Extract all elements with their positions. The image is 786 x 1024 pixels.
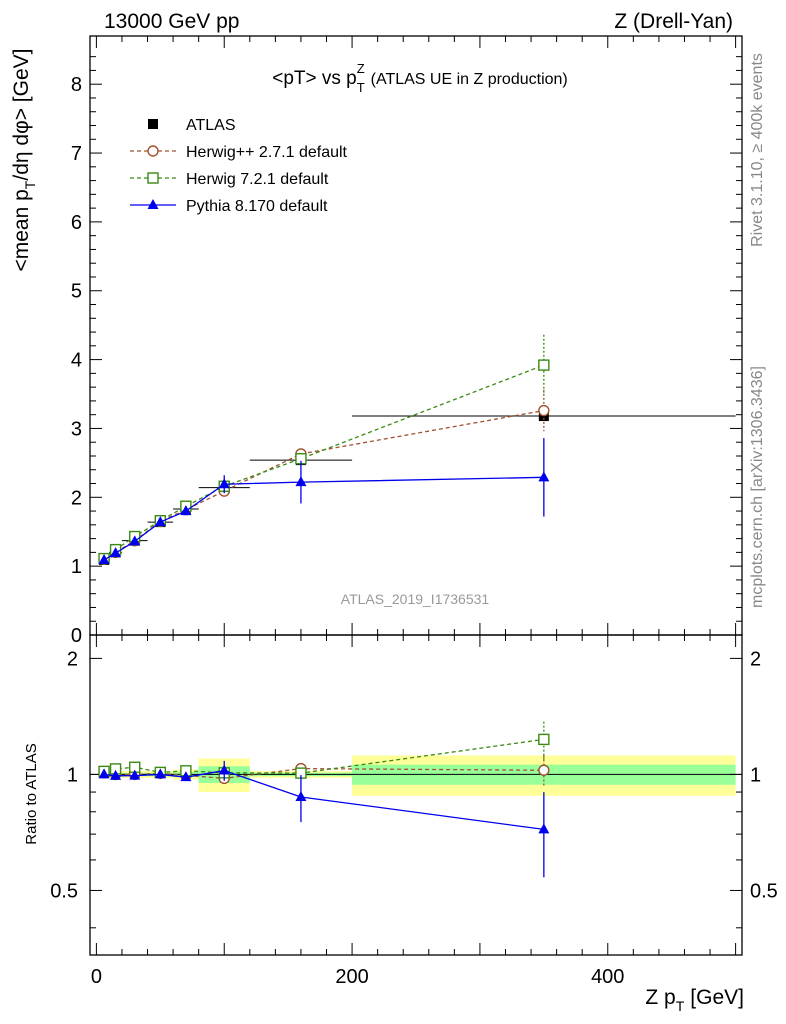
- y-axis-label: <mean pT/dη dφ> [GeV]: [10, 49, 38, 272]
- series-point-ratio: [538, 764, 550, 776]
- series-point: [218, 478, 230, 489]
- series-point-ratio: [98, 768, 110, 779]
- series-line-main: [103, 476, 544, 561]
- ratio-y-tick-label-left: 1: [67, 764, 78, 786]
- series-point-ratio: [129, 769, 141, 780]
- series-point-ratio: [538, 823, 550, 834]
- chart-title: <pT> vs pTZ(ATLAS UE in Z production): [272, 61, 568, 95]
- series-point: [538, 404, 550, 417]
- series-point: [295, 476, 307, 487]
- series-point: [110, 547, 122, 558]
- legend-label: Herwig 7.2.1 default: [186, 171, 329, 188]
- legend-marker-atlas: [148, 119, 158, 129]
- series-point-ratio: [110, 769, 122, 780]
- series-layer: [98, 334, 736, 878]
- header-energy-label: 13000 GeV pp: [104, 10, 239, 33]
- ratio-plot-frame: [89, 634, 743, 956]
- x-tick-label: 0: [91, 966, 102, 988]
- legend-marker: [147, 172, 159, 184]
- series-line-main: [103, 364, 545, 560]
- series-point: [180, 505, 192, 516]
- legend-label: Herwig++ 2.7.1 default: [186, 144, 348, 161]
- analysis-watermark: ATLAS_2019_I1736531: [341, 591, 490, 607]
- ratio-y-tick-label-left: 2: [67, 648, 78, 670]
- y-tick-label: 7: [71, 143, 82, 165]
- x-tick-label: 400: [591, 966, 624, 988]
- y-tick-label: 6: [71, 212, 82, 234]
- series-point-ratio: [538, 733, 550, 746]
- y-tick-label: 0: [71, 625, 82, 647]
- x-tick-label: 200: [335, 966, 368, 988]
- y-tick-label: 4: [71, 350, 82, 372]
- series-point-ratio: [154, 768, 166, 779]
- legend-label-atlas: ATLAS: [186, 117, 236, 134]
- mcplots-url-label: mcplots.cern.ch [arXiv:1306.3436]: [749, 366, 766, 608]
- rivet-version-label: Rivet 3.1.10, ≥ 400k events: [749, 53, 766, 247]
- series-3: [98, 438, 550, 878]
- legend: ATLAS Herwig++ 2.7.1 default Herwig 7.2.1 …: [130, 117, 348, 215]
- x-axis-label: Z pT [GeV]: [645, 986, 744, 1014]
- y-tick-label: 1: [71, 556, 82, 578]
- series-point: [154, 516, 166, 527]
- series-point: [538, 359, 550, 371]
- series-point-ratio: [295, 790, 307, 801]
- y-tick-label: 2: [71, 487, 82, 509]
- y-tick-label: 5: [71, 281, 82, 303]
- series-point: [98, 553, 110, 564]
- legend-marker: [147, 199, 159, 209]
- ratio-y-axis-label: Ratio to ATLAS: [23, 743, 40, 844]
- legend-marker: [147, 145, 159, 157]
- series-atlas: [98, 411, 736, 565]
- series-point: [538, 471, 550, 482]
- ratio-y-tick-label-right: 0.5: [750, 880, 778, 902]
- y-tick-label: 3: [71, 418, 82, 440]
- ratio-y-tick-label-right: 1: [750, 764, 761, 786]
- axis-ticks: 0 200 400 0 1 2 3 4 5 6 7 8 0.5 0.5 1 1 2 2: [50, 36, 778, 988]
- series-line-main: [103, 409, 544, 560]
- series-point: [129, 535, 141, 546]
- series-2: [98, 334, 550, 779]
- series-point-ratio: [180, 771, 192, 782]
- series-point-ratio: [218, 764, 230, 775]
- legend-label: Pythia 8.170 default: [186, 198, 328, 215]
- ratio-y-tick-label-left: 0.5: [50, 880, 78, 902]
- y-tick-label: 8: [71, 74, 82, 96]
- ratio-y-tick-label-right: 2: [750, 648, 761, 670]
- header-process-label: Z (Drell-Yan): [614, 10, 733, 33]
